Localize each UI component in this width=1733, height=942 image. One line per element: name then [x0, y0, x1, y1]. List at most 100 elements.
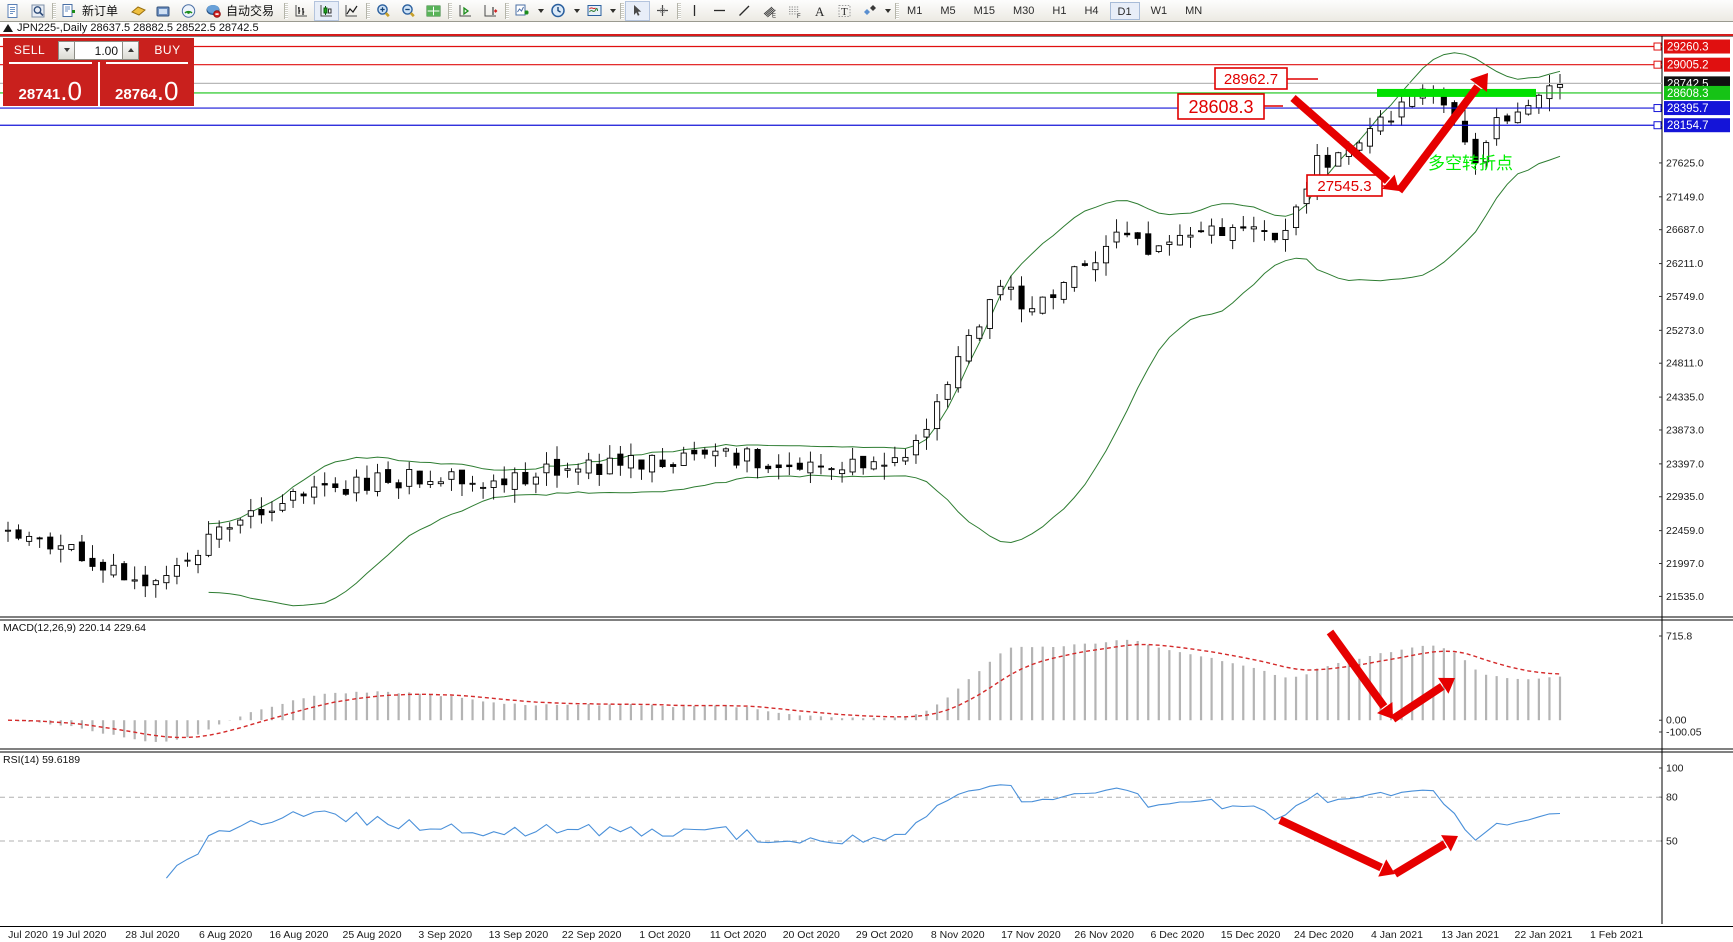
svg-text:26687.0: 26687.0 — [1666, 224, 1704, 236]
uptrend-arrow — [1395, 73, 1488, 194]
timeframe-w1[interactable]: W1 — [1150, 4, 1168, 17]
octp-top-row: SELL 1.00 BUY — [3, 38, 194, 62]
fibonacci-fan-icon[interactable]: F — [782, 1, 807, 21]
timeframe-m15[interactable]: M15 — [973, 4, 995, 17]
zoom-out-icon[interactable] — [396, 1, 421, 21]
indicators-icon[interactable] — [510, 1, 535, 21]
macd-down-arrow — [1326, 629, 1393, 719]
trendline-icon[interactable] — [732, 1, 757, 21]
new-order-icon[interactable] — [57, 1, 82, 21]
timeframe-h1[interactable]: H1 — [1052, 4, 1067, 17]
auto-scroll-icon[interactable] — [453, 1, 478, 21]
vertical-line-icon[interactable] — [682, 1, 707, 21]
shapes-icon[interactable] — [857, 1, 882, 21]
indicators-dropdown-icon[interactable] — [535, 1, 546, 21]
periods-icon[interactable] — [546, 1, 571, 21]
rsi-label: RSI(14) 59.6189 — [3, 754, 80, 766]
sell-price[interactable]: 28741 .0 — [3, 62, 100, 106]
svg-text:0.00: 0.00 — [1666, 715, 1687, 727]
svg-text:F: F — [797, 14, 801, 19]
volume-stepper[interactable]: 1.00 — [56, 38, 141, 62]
timeframe-m1[interactable]: M1 — [907, 4, 923, 17]
text-label-icon[interactable]: T — [832, 1, 857, 21]
timeframe-m5[interactable]: M5 — [940, 4, 956, 17]
time-label: 20 Oct 2020 — [782, 929, 840, 941]
document-icon[interactable] — [0, 1, 25, 21]
timeframe-h4[interactable]: H4 — [1084, 4, 1099, 17]
signal-icon[interactable] — [176, 1, 201, 21]
sell-button[interactable]: SELL — [3, 38, 56, 62]
zoom-in-icon[interactable] — [371, 1, 396, 21]
time-label: 6 Dec 2020 — [1150, 929, 1205, 941]
sell-price-int: 28741 — [18, 86, 61, 103]
time-label: 11 Oct 2020 — [709, 929, 767, 941]
timeframe-group: M1 M5 M15 M30 H1 H4 D1 W1 MN — [900, 1, 1209, 20]
time-label: 1 Feb 2021 — [1590, 929, 1644, 941]
time-label: 13 Jan 2021 — [1441, 929, 1500, 941]
time-label: 6 Aug 2020 — [199, 929, 253, 941]
svg-text:25273.0: 25273.0 — [1666, 325, 1704, 337]
mid-level-callout: 28608.3 — [1177, 93, 1265, 120]
new-order-label[interactable]: 新订单 — [82, 4, 119, 18]
time-label: 4 Jan 2021 — [1370, 929, 1423, 941]
chart-symbol-icon — [3, 24, 13, 32]
macd-up-arrow — [1390, 677, 1455, 723]
bar-chart-icon[interactable] — [289, 1, 314, 21]
macd-histogram — [17, 639, 1562, 742]
svg-text:22459.0: 22459.0 — [1666, 525, 1704, 537]
time-label: 28 Jul 2020 — [125, 929, 180, 941]
time-label: 8 Nov 2020 — [930, 929, 985, 941]
time-label: 16 Aug 2020 — [269, 929, 329, 941]
data-folder-icon[interactable] — [151, 1, 176, 21]
horizontal-line-icon[interactable] — [707, 1, 732, 21]
svg-text:80: 80 — [1666, 792, 1678, 804]
chart-shift-icon[interactable] — [478, 1, 503, 21]
svg-text:A: A — [815, 4, 825, 19]
templates-icon[interactable] — [582, 1, 607, 21]
svg-text:T: T — [841, 6, 848, 18]
text-icon[interactable]: A — [807, 1, 832, 21]
shapes-dropdown-icon[interactable] — [882, 1, 893, 21]
svg-text:28395.7: 28395.7 — [1667, 103, 1709, 115]
volume-increase-button[interactable] — [122, 40, 139, 60]
crosshair-icon[interactable] — [650, 1, 675, 21]
svg-text:22935.0: 22935.0 — [1666, 491, 1704, 503]
timeframe-m30[interactable]: M30 — [1013, 4, 1035, 17]
price-tag: 29260.3 — [1664, 39, 1730, 54]
data-window-icon[interactable] — [421, 1, 446, 21]
svg-text:27545.3: 27545.3 — [1317, 178, 1371, 195]
auto-trading-icon[interactable] — [201, 1, 226, 21]
buy-button[interactable]: BUY — [141, 38, 194, 62]
magnifier-icon[interactable] — [25, 1, 50, 21]
volume-input[interactable]: 1.00 — [75, 40, 122, 60]
time-label: 3 Sep 2020 — [418, 929, 473, 941]
time-label: 24 Dec 2020 — [1293, 929, 1354, 941]
resistance-callout: 28962.7 — [1214, 67, 1288, 90]
toolbar-separator — [893, 2, 900, 20]
svg-text:28608.3: 28608.3 — [1188, 97, 1253, 117]
templates-dropdown-icon[interactable] — [607, 1, 618, 21]
sell-underline — [9, 62, 92, 64]
toolbar-separator — [446, 2, 453, 20]
timeframe-mn[interactable]: MN — [1185, 4, 1203, 17]
line-chart-icon[interactable] — [339, 1, 364, 21]
svg-text:29260.3: 29260.3 — [1667, 42, 1709, 54]
toolbar-separator — [618, 2, 625, 20]
svg-text:24335.0: 24335.0 — [1666, 392, 1704, 404]
volume-decrease-button[interactable] — [58, 40, 75, 60]
fibonacci-icon[interactable]: E — [757, 1, 782, 21]
chart-canvas[interactable]: 27625.0 27149.0 26687.0 26211.0 25749.0 25273… — [0, 36, 1733, 926]
expert-advisor-icon[interactable] — [126, 1, 151, 21]
timeframe-d1[interactable]: D1 — [1109, 1, 1140, 20]
buy-price[interactable]: 28764 .0 — [100, 62, 195, 106]
svg-text:27625.0: 27625.0 — [1666, 157, 1704, 169]
svg-text:50: 50 — [1666, 836, 1678, 848]
macd-signal-line — [7, 643, 1561, 739]
candlestick-chart-icon[interactable] — [314, 0, 340, 21]
cursor-icon[interactable] — [625, 0, 651, 21]
periods-dropdown-icon[interactable] — [571, 1, 582, 21]
support-callout: 27545.3 — [1306, 174, 1383, 197]
auto-trading-label[interactable]: 自动交易 — [226, 4, 275, 18]
time-label: 19 Jul 2020 — [52, 929, 107, 941]
sell-price-dec: .0 — [60, 75, 82, 106]
